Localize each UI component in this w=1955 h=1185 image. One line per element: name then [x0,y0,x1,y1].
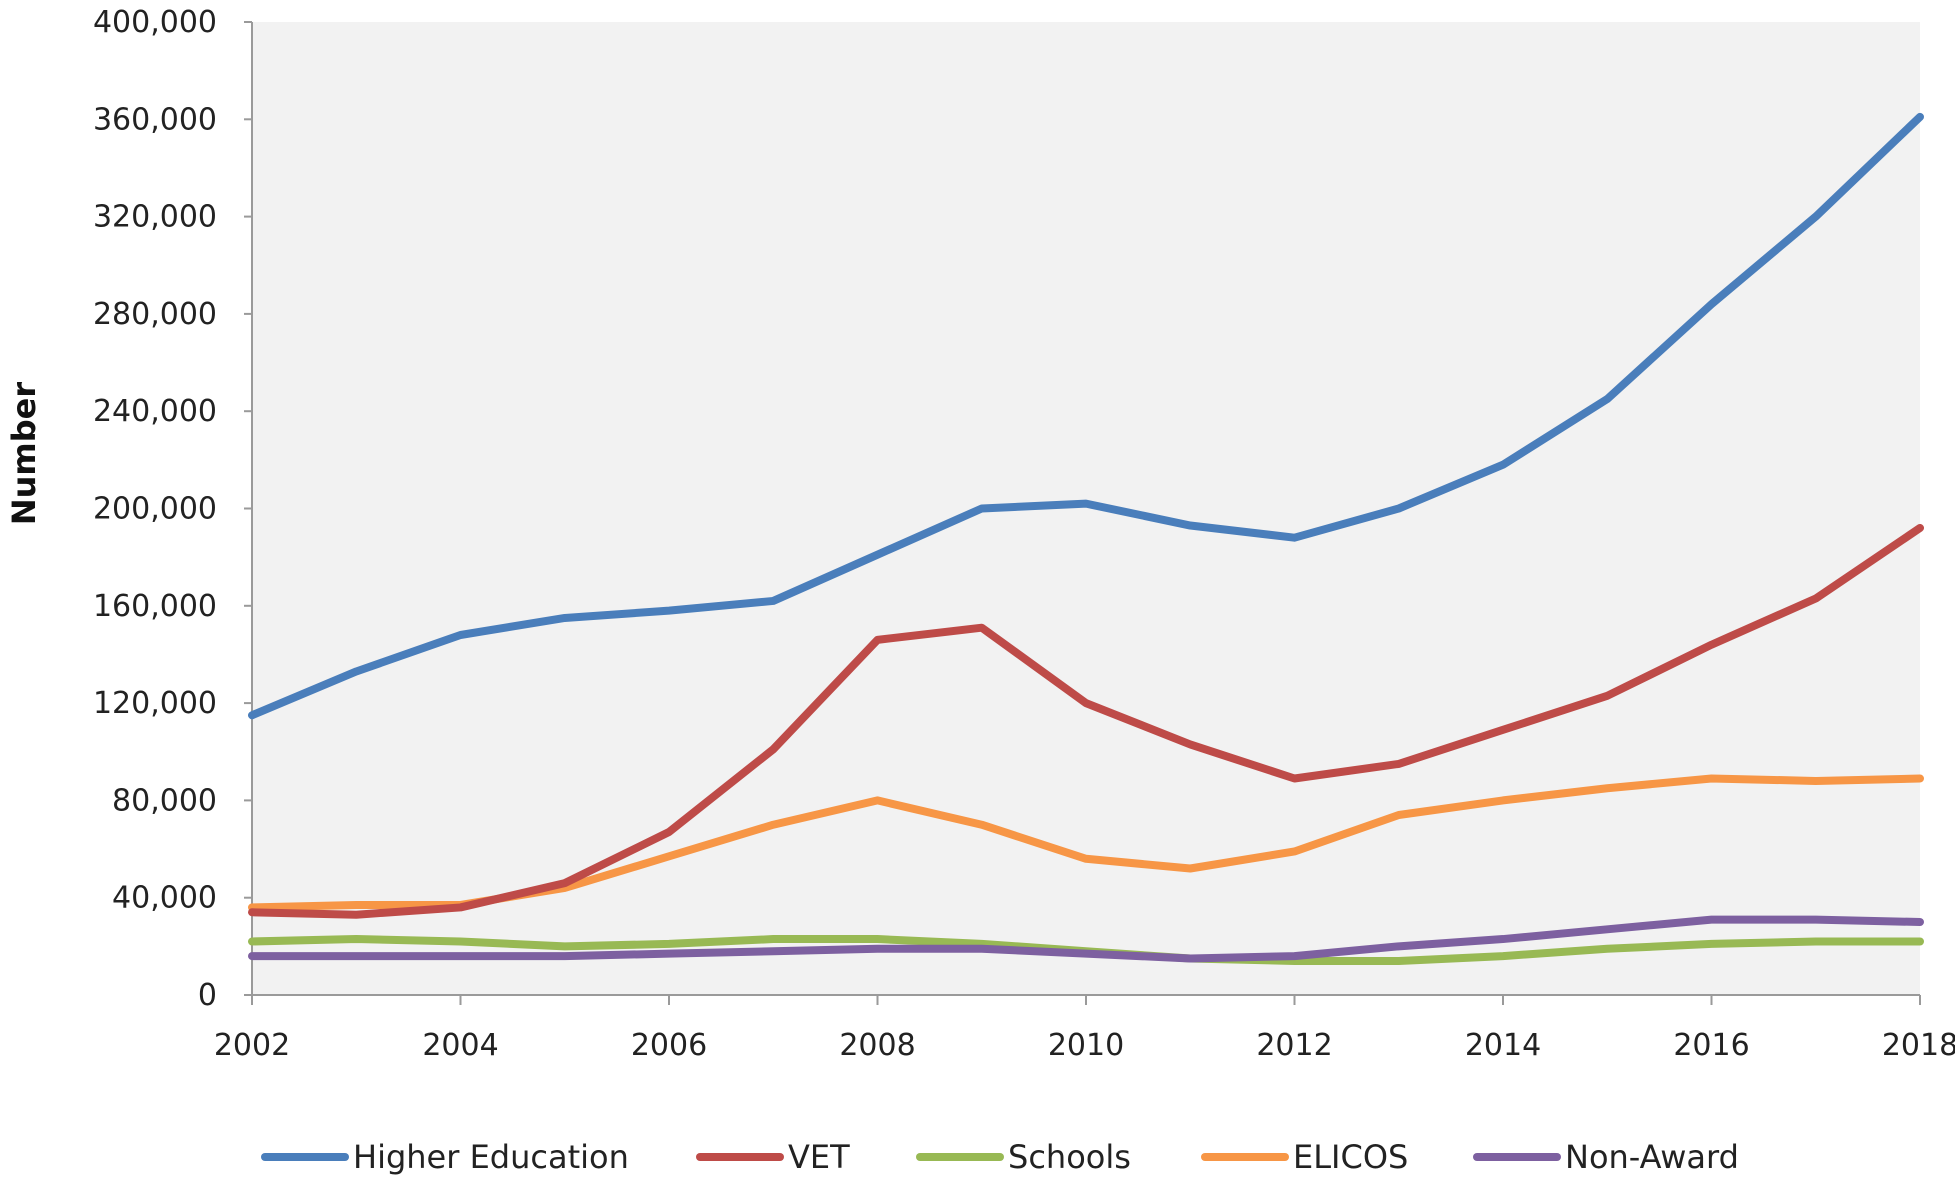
series-line-vet [248,523,1924,919]
legend-label-schools: Schools [1008,1138,1131,1176]
y-tick-label: 320,000 [93,200,217,235]
x-tick-label: 2004 [422,1028,498,1063]
series-lines [248,112,1924,965]
series-line-non-award [248,915,1924,963]
legend-label-vet: VET [788,1138,850,1176]
y-tick-label: 200,000 [93,492,217,527]
y-tick-label: 360,000 [93,102,217,137]
legend: Higher Education VET Schools ELICOS Non-Awar… [261,1138,1739,1176]
x-tick-label: 2012 [1256,1028,1332,1063]
x-tick-label: 2014 [1465,1028,1541,1063]
x-tick-label: 2018 [1882,1028,1955,1063]
y-tick-label: 240,000 [93,394,217,429]
x-tick-label: 2008 [839,1028,915,1063]
x-tick-label: 2006 [631,1028,707,1063]
legend-label-higher-education: Higher Education [353,1138,629,1176]
y-tick-label: 80,000 [112,783,217,818]
x-tick-label: 2002 [214,1028,290,1063]
y-axis-ticks: 0 40,000 80,000 120,000 160,000 200,000 240,00… [93,5,252,1013]
y-tick-label: 160,000 [93,589,217,624]
y-tick-label: 280,000 [93,297,217,332]
y-axis-title: Number [5,382,43,526]
x-tick-label: 2010 [1048,1028,1124,1063]
y-tick-label: 40,000 [112,881,217,916]
legend-label-non-award: Non-Award [1565,1138,1739,1176]
legend-label-elicos: ELICOS [1293,1138,1408,1176]
y-tick-label: 0 [198,978,217,1013]
x-axis-ticks: 2002 2004 2006 2008 2010 2012 2014 2016 2018 [214,995,1955,1063]
series-line-higher-education [248,112,1924,720]
x-tick-label: 2016 [1673,1028,1749,1063]
plot-area [252,22,1920,995]
y-tick-label: 400,000 [93,5,217,40]
y-tick-label: 120,000 [93,686,217,721]
